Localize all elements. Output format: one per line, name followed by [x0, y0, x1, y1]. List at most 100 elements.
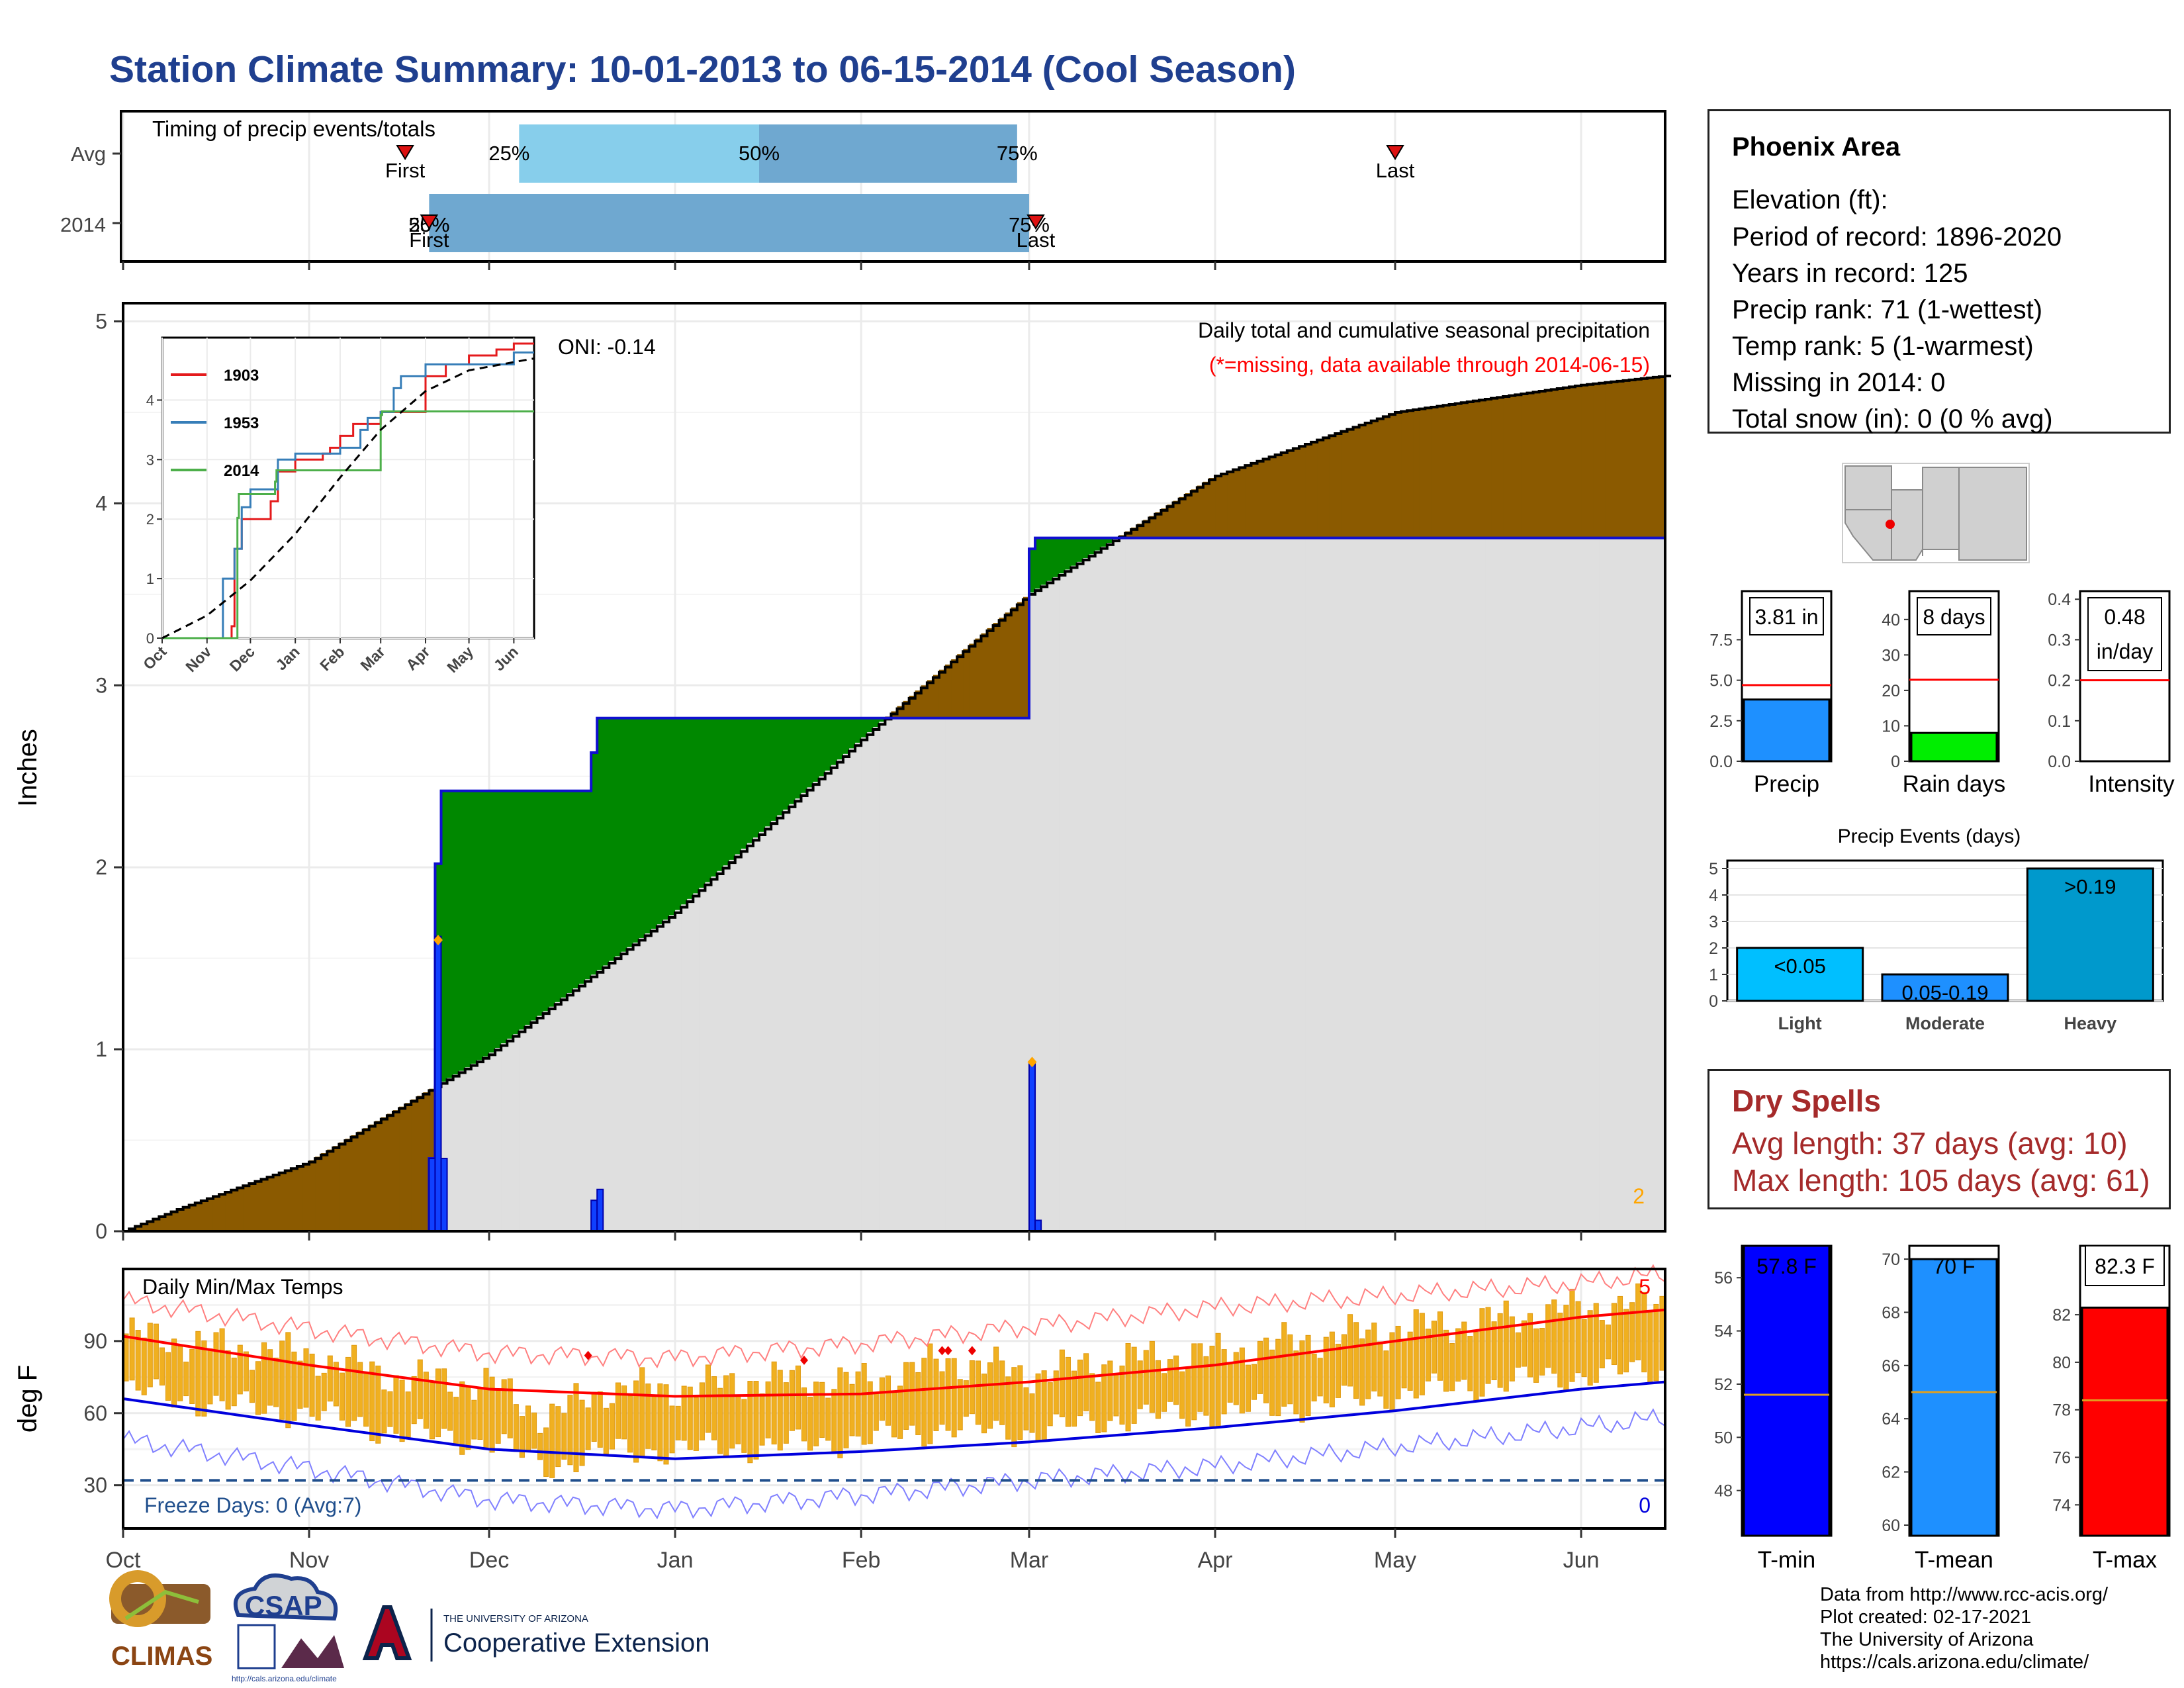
- temp-day-bar-67: [525, 1405, 531, 1452]
- precip-base-day-173: [1161, 538, 1168, 1231]
- precip-base-day-76: [579, 984, 586, 1231]
- precip-diff-day-185: [1233, 468, 1240, 538]
- temp-day-bar-87: [645, 1383, 651, 1449]
- precip-base-day-130: [903, 718, 910, 1231]
- temp-day-bar-14: [207, 1348, 213, 1405]
- temp-day-bar-1: [129, 1317, 135, 1381]
- temp-day-bar-61: [489, 1376, 495, 1453]
- precip-diff-day-64: [507, 790, 514, 1039]
- precip-base-day-236: [1539, 538, 1546, 1231]
- precip-diff-day-96: [699, 718, 706, 888]
- precip-diff-day-149: [1017, 602, 1024, 718]
- temp-day-bar-198: [1311, 1353, 1317, 1402]
- temp-day-bar-33: [321, 1372, 327, 1411]
- timing-panel: Timing of precip events/totals Avg 2014 …: [60, 110, 1666, 270]
- temp-day-bar-165: [1113, 1374, 1119, 1417]
- precip-diff-day-153: [1041, 538, 1048, 585]
- temp-day-bar-38: [351, 1344, 357, 1421]
- precip-diff-day-74: [567, 790, 574, 993]
- temp-day-bar-228: [1491, 1321, 1497, 1380]
- temp-day-bar-77: [585, 1407, 591, 1450]
- precip-diff-day-95: [693, 718, 700, 894]
- precip-diff-day-117: [825, 718, 832, 771]
- temp-day-bar-113: [801, 1387, 807, 1442]
- precip-base-day-255: [1653, 538, 1660, 1231]
- precip-base-day-148: [1011, 718, 1018, 1231]
- precip-diff-day-184: [1227, 471, 1234, 538]
- precip-diff-day-101: [729, 718, 736, 860]
- temp-freeze-count: 0: [1639, 1493, 1651, 1517]
- precip-diff-day-62: [495, 790, 502, 1048]
- precip-diff-day-118: [831, 718, 838, 765]
- precip-diff-day-113: [801, 718, 808, 793]
- temp-day-bar-149: [1017, 1365, 1023, 1440]
- precip-base-day-169: [1137, 538, 1144, 1231]
- precip-diff-day-48: [411, 1099, 418, 1231]
- precip-diff-day-227: [1485, 399, 1492, 538]
- temp-day-bar-41: [369, 1361, 375, 1442]
- precip-diff-day-75: [572, 790, 580, 989]
- precip-base-day-172: [1155, 538, 1162, 1231]
- temp-day-bar-239: [1557, 1313, 1563, 1387]
- temp-y-label: deg F: [13, 1365, 42, 1432]
- total-value-box-2: [2087, 597, 2162, 671]
- precip-base-day-91: [669, 915, 676, 1231]
- precip-base-day-249: [1617, 538, 1624, 1231]
- inset-y-tick-label-2: 2: [146, 511, 154, 528]
- temp-day-bar-8: [171, 1338, 177, 1408]
- temp-day-bar-94: [687, 1386, 693, 1450]
- temp-day-bar-21: [249, 1370, 255, 1403]
- precip-base-day-220: [1443, 538, 1450, 1231]
- precip-base-day-202: [1335, 538, 1342, 1231]
- precip-diff-day-4: [147, 1220, 154, 1231]
- temp-day-bar-150: [1023, 1387, 1029, 1430]
- precip-frame: [122, 302, 1666, 1233]
- temp-total-y-tick-label-1-0: 60: [1882, 1517, 1900, 1535]
- precip-y-tick-label-2: 2: [95, 855, 107, 879]
- precip-diff-day-171: [1149, 516, 1156, 538]
- precip-base-day-186: [1239, 538, 1246, 1231]
- precip-diff-day-245: [1593, 383, 1600, 538]
- events-y-tick-label-1: 1: [1709, 966, 1718, 984]
- temp-day-bar-110: [783, 1382, 789, 1444]
- temp-day-bar-154: [1047, 1382, 1053, 1427]
- temp-avg-min-line: [122, 1380, 1666, 1460]
- precip-diff-day-31: [309, 1160, 316, 1231]
- temp-day-bar-188: [1251, 1364, 1257, 1400]
- precip-diff-day-176: [1179, 496, 1186, 538]
- events-y-tick-label-2: 2: [1709, 939, 1718, 958]
- precip-diff-day-97: [705, 718, 712, 882]
- precip-base-day-139: [957, 718, 964, 1231]
- temp-day-bar-242: [1575, 1301, 1581, 1374]
- temp-day-bar-246: [1599, 1320, 1605, 1369]
- map-states: [1844, 465, 2027, 561]
- temp-day-bar-127: [885, 1376, 891, 1426]
- precip-daily-bar-5: [1028, 1061, 1036, 1233]
- temp-record-high-marker-4: [968, 1346, 976, 1356]
- temp-record-high-marker-3: [944, 1346, 952, 1356]
- precip-diff-day-201: [1329, 434, 1336, 538]
- precip-diff-day-123: [861, 718, 868, 737]
- temp-day-bar-122: [855, 1371, 861, 1437]
- precip-diff-day-194: [1287, 449, 1294, 538]
- temp-day-bar-97: [705, 1364, 711, 1433]
- precip-base-day-89: [657, 924, 664, 1231]
- precip-diff-day-253: [1641, 378, 1648, 538]
- temp-record-min-line: [122, 1408, 1666, 1520]
- precip-diff-day-217: [1425, 407, 1432, 538]
- temp-day-bar-202: [1335, 1343, 1341, 1398]
- precip-base-day-88: [651, 929, 658, 1231]
- precip-base-day-110: [783, 810, 790, 1231]
- precip-diff-day-183: [1221, 473, 1228, 538]
- temp-day-bar-224: [1467, 1336, 1473, 1391]
- precip-diff-day-69: [537, 790, 544, 1016]
- precip-base-day-191: [1269, 538, 1276, 1231]
- precip-diff-day-6: [159, 1215, 166, 1231]
- precip-diff-day-73: [561, 790, 568, 998]
- precip-diff-day-68: [531, 790, 538, 1021]
- temp-x-axis: Oct Nov Dec Jan Feb Mar Apr May Jun: [106, 1528, 1599, 1573]
- precip-base-day-233: [1521, 538, 1528, 1231]
- inset-y-tick-label-0: 0: [146, 630, 154, 647]
- precip-diff-day-144: [987, 628, 994, 718]
- temp-day-bar-24: [267, 1349, 273, 1406]
